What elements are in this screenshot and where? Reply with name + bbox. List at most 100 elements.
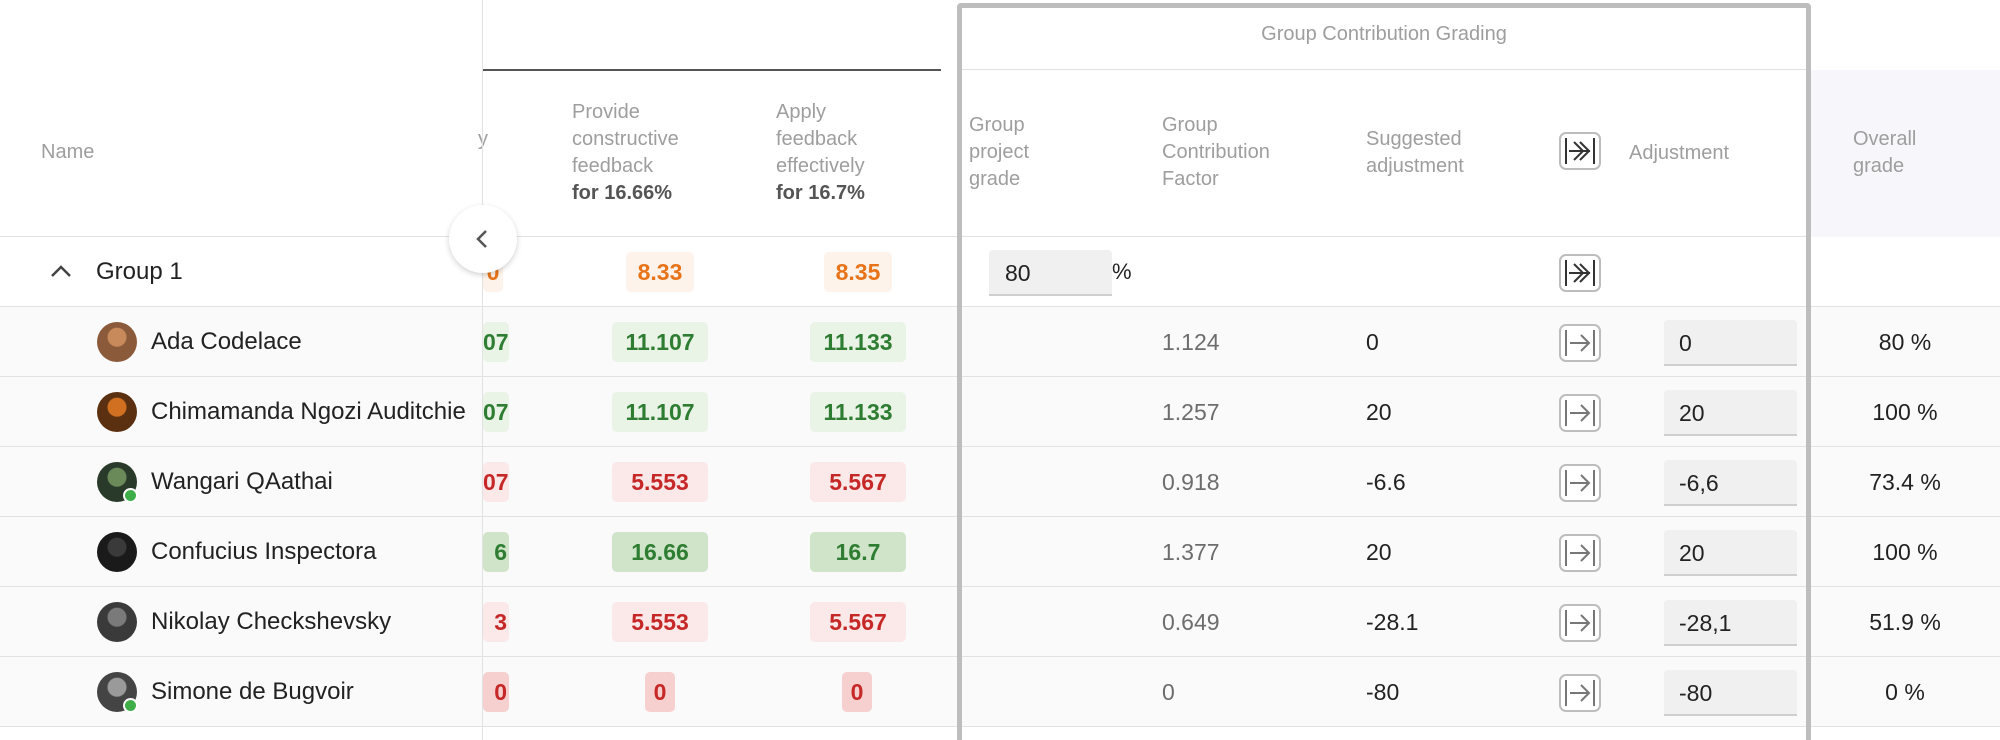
apply-suggestion-button[interactable] bbox=[1559, 604, 1601, 642]
avatar-face bbox=[97, 322, 137, 362]
overall-grade: 80 % bbox=[1878, 329, 1932, 355]
table-row: Wangari QAathai 07 5.553 5.567 0.918 -6.… bbox=[0, 447, 2000, 517]
overall-grade: 0 % bbox=[1885, 679, 1925, 705]
apply-score-chip: 11.133 bbox=[810, 322, 906, 362]
table-row: Ada Codelace 07 11.107 11.133 1.124 0 0 … bbox=[0, 307, 2000, 377]
group-name-cell: Group 1 bbox=[0, 237, 483, 306]
student-name: Confucius Inspectora bbox=[151, 538, 377, 565]
feedback-score-chip: 5.553 bbox=[612, 602, 708, 642]
feedback-score-chip: 11.107 bbox=[612, 322, 708, 362]
chevron-left-icon bbox=[476, 230, 487, 248]
avatar[interactable] bbox=[97, 322, 137, 362]
apply-suggestion-button[interactable] bbox=[1559, 394, 1601, 432]
apply-column-title: Apply feedback effectively bbox=[776, 101, 865, 177]
project-grade-input[interactable]: 80 bbox=[989, 250, 1112, 296]
apply-score-chip: 11.133 bbox=[810, 392, 906, 432]
name-column-header[interactable]: Name bbox=[41, 141, 95, 163]
scroll-left-button[interactable] bbox=[449, 205, 517, 273]
suggested-adjustment: 20 bbox=[1366, 539, 1392, 565]
feedback-score-chip: 0 bbox=[645, 672, 675, 712]
arrow-right-icon bbox=[1565, 680, 1595, 706]
online-status-dot bbox=[123, 488, 138, 503]
student-name: Chimamanda Ngozi Auditchie bbox=[151, 398, 466, 425]
overall-grade-column-header[interactable]: Overall grade bbox=[1853, 128, 1917, 177]
group-row: Group 1 0 8.33 8.35 80 % bbox=[0, 237, 2000, 307]
factor-column-header[interactable]: Group Contribution Factor bbox=[1162, 114, 1270, 190]
suggested-adjustment: 0 bbox=[1366, 329, 1379, 355]
truncated-column-header: y bbox=[478, 128, 488, 150]
contribution-factor: 0.918 bbox=[1162, 469, 1220, 495]
avatar[interactable] bbox=[97, 392, 137, 432]
feedback-column-weight: for 16.66% bbox=[572, 182, 673, 204]
contribution-factor: 1.377 bbox=[1162, 539, 1220, 565]
avatar[interactable] bbox=[97, 462, 138, 503]
arrow-right-icon bbox=[1565, 330, 1595, 356]
feedback-score-chip: 8.33 bbox=[626, 252, 694, 292]
suggested-adjustment: -28.1 bbox=[1366, 609, 1419, 635]
double-arrow-right-icon bbox=[1565, 260, 1595, 286]
avatar-face bbox=[97, 392, 137, 432]
overall-grade: 73.4 % bbox=[1869, 469, 1941, 495]
apply-group-button[interactable] bbox=[1559, 254, 1601, 292]
apply-all-adjustments-button[interactable] bbox=[1559, 132, 1601, 170]
truncated-score-chip: 3 bbox=[483, 602, 509, 642]
suggested-column-header[interactable]: Suggested adjustment bbox=[1366, 128, 1464, 177]
apply-score-chip: 16.7 bbox=[810, 532, 906, 572]
suggested-adjustment: 20 bbox=[1366, 399, 1392, 425]
truncated-score-chip: 07 bbox=[483, 392, 509, 432]
adjustment-input[interactable]: 20 bbox=[1664, 530, 1797, 576]
apply-score-chip: 8.35 bbox=[824, 252, 892, 292]
student-name-cell: Nikolay Checkshevsky bbox=[0, 587, 483, 656]
avatar[interactable] bbox=[97, 532, 137, 572]
suggested-adjustment: -6.6 bbox=[1366, 469, 1406, 495]
apply-column-header[interactable]: Apply feedback effectively for 16.7% bbox=[776, 99, 896, 207]
table-row: Nikolay Checkshevsky 3 5.553 5.567 0.649… bbox=[0, 587, 2000, 657]
adjustment-input[interactable]: 0 bbox=[1664, 320, 1797, 366]
truncated-score-chip: 07 bbox=[483, 322, 509, 362]
apply-suggestion-button[interactable] bbox=[1559, 534, 1601, 572]
contribution-factor: 1.257 bbox=[1162, 399, 1220, 425]
student-name: Simone de Bugvoir bbox=[151, 678, 354, 705]
adjustment-input[interactable]: -80 bbox=[1664, 670, 1797, 716]
apply-suggestion-button[interactable] bbox=[1559, 324, 1601, 362]
truncated-score-chip: 0 bbox=[483, 672, 509, 712]
chevron-up-icon[interactable] bbox=[49, 261, 73, 281]
arrow-right-icon bbox=[1565, 540, 1595, 566]
avatar[interactable] bbox=[97, 602, 137, 642]
feedback-score-chip: 11.107 bbox=[612, 392, 708, 432]
student-name-cell: Confucius Inspectora bbox=[0, 517, 483, 586]
table-row: Simone de Bugvoir 0 0 0 0 -80 -80 0 % bbox=[0, 657, 2000, 727]
student-name-cell: Chimamanda Ngozi Auditchie bbox=[0, 377, 483, 446]
group-name: Group 1 bbox=[96, 258, 183, 285]
table-header: Name y Provide constructive feedback for… bbox=[0, 0, 2000, 237]
student-name: Nikolay Checkshevsky bbox=[151, 608, 392, 635]
project-grade-column-header[interactable]: Group project grade bbox=[969, 114, 1030, 190]
arrow-right-icon bbox=[1565, 470, 1595, 496]
percent-sign: % bbox=[1112, 259, 1132, 284]
avatar[interactable] bbox=[97, 672, 138, 713]
adjustment-column-header[interactable]: Adjustment bbox=[1629, 142, 1730, 164]
feedback-column-header[interactable]: Provide constructive feedback for 16.66% bbox=[572, 99, 722, 207]
apply-suggestion-button[interactable] bbox=[1559, 674, 1601, 712]
adjustment-input[interactable]: -6,6 bbox=[1664, 460, 1797, 506]
student-name-cell: Ada Codelace bbox=[0, 307, 483, 376]
arrow-right-icon bbox=[1565, 610, 1595, 636]
feedback-score-chip: 16.66 bbox=[612, 532, 708, 572]
contribution-factor: 0 bbox=[1162, 679, 1175, 705]
student-name: Ada Codelace bbox=[151, 328, 302, 355]
arrow-right-icon bbox=[1565, 400, 1595, 426]
column-group-line bbox=[483, 69, 941, 71]
apply-column-weight: for 16.7% bbox=[776, 182, 865, 204]
pinned-column-divider bbox=[482, 0, 483, 740]
apply-score-chip: 5.567 bbox=[810, 462, 906, 502]
student-name-cell: Wangari QAathai bbox=[0, 447, 483, 516]
adjustment-input[interactable]: 20 bbox=[1664, 390, 1797, 436]
student-name: Wangari QAathai bbox=[151, 468, 333, 495]
section-title-divider bbox=[961, 69, 1807, 70]
apply-suggestion-button[interactable] bbox=[1559, 464, 1601, 502]
adjustment-input[interactable]: -28,1 bbox=[1664, 600, 1797, 646]
overall-grade: 100 % bbox=[1872, 539, 1938, 565]
contribution-factor: 0.649 bbox=[1162, 609, 1220, 635]
feedback-score-chip: 5.553 bbox=[612, 462, 708, 502]
overall-grade: 51.9 % bbox=[1869, 609, 1941, 635]
